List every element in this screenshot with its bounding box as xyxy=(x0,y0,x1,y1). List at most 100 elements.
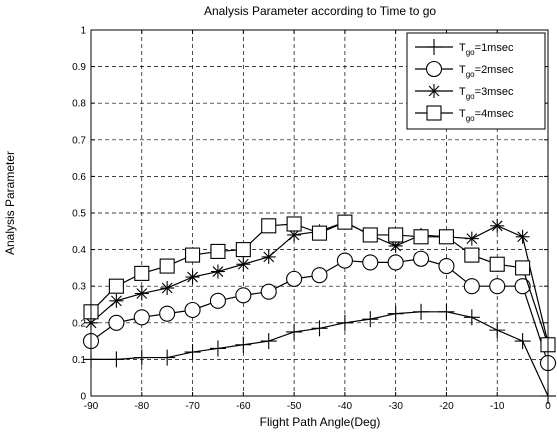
data-point xyxy=(261,249,276,264)
data-point xyxy=(311,225,328,241)
legend-item: Tgo=1msec xyxy=(415,39,514,57)
data-point xyxy=(489,322,506,339)
x-tick-label: -80 xyxy=(135,401,150,412)
data-point xyxy=(489,278,506,295)
x-tick-label: -90 xyxy=(84,401,99,412)
legend-label: Tgo=4msec xyxy=(459,108,514,123)
legend-item: Tgo=2msec xyxy=(415,60,514,79)
data-point xyxy=(235,242,251,258)
data-point xyxy=(413,229,429,245)
x-tick-label: -50 xyxy=(287,401,302,412)
data-point xyxy=(185,270,200,285)
data-point xyxy=(260,333,277,350)
data-point xyxy=(134,265,150,281)
data-point xyxy=(413,250,430,267)
legend-item: Tgo=4msec xyxy=(415,105,514,123)
data-point xyxy=(236,257,251,272)
y-axis-label: Analysis Parameter xyxy=(3,151,17,255)
data-point xyxy=(184,344,201,361)
legend: Tgo=1msec Tgo=2msec Tgo=3msec Tgo=4msec xyxy=(406,32,546,130)
data-point xyxy=(337,214,353,230)
plot-frame xyxy=(90,29,549,397)
series-1 xyxy=(83,303,556,404)
data-point xyxy=(133,349,150,366)
data-point xyxy=(489,256,505,272)
y-tick-label: 0.6 xyxy=(72,172,86,183)
data-point xyxy=(464,231,479,246)
data-point xyxy=(185,247,201,263)
y-tick-label: 0.1 xyxy=(72,355,86,366)
data-point xyxy=(463,278,480,295)
chart-title: Analysis Parameter according to Time to … xyxy=(204,4,436,18)
data-point xyxy=(464,247,480,263)
data-point xyxy=(438,229,454,245)
data-point xyxy=(362,311,379,328)
data-point xyxy=(235,287,252,304)
data-point xyxy=(387,254,404,271)
x-tick-label: -40 xyxy=(338,401,353,412)
data-point xyxy=(286,323,303,340)
legend-label: Tgo=3msec xyxy=(459,86,514,101)
data-point xyxy=(108,351,125,368)
series-4 xyxy=(83,214,556,353)
y-tick-label: 0.3 xyxy=(72,282,86,293)
series-layer xyxy=(82,214,557,404)
legend-marker xyxy=(426,39,442,55)
data-point xyxy=(438,258,455,275)
data-point xyxy=(184,301,201,319)
x-tick-label: -70 xyxy=(185,401,200,412)
legend-marker xyxy=(427,84,441,98)
x-tick-label: 0 xyxy=(545,401,551,412)
data-point xyxy=(109,293,124,308)
data-point xyxy=(210,243,226,259)
data-point xyxy=(515,229,530,244)
data-point xyxy=(514,278,531,295)
data-point xyxy=(514,333,531,350)
data-point xyxy=(336,314,353,331)
x-tick-label: -20 xyxy=(439,401,454,412)
data-point xyxy=(388,238,403,253)
legend-marker xyxy=(426,105,442,121)
x-axis-label: Flight Path Angle(Deg) xyxy=(260,415,381,429)
data-point xyxy=(387,305,404,322)
data-point xyxy=(159,349,176,366)
y-tick-label: 0.5 xyxy=(72,209,86,220)
data-point xyxy=(388,227,404,243)
data-point xyxy=(235,336,252,353)
x-tick-label: -30 xyxy=(388,401,403,412)
legend-marker xyxy=(425,60,443,78)
y-tick-label: 0.7 xyxy=(72,135,86,146)
data-point xyxy=(261,218,277,234)
legend-label: Tgo=1msec xyxy=(459,42,514,57)
data-point xyxy=(209,292,226,309)
data-point xyxy=(413,303,430,320)
y-tick-label: 0.2 xyxy=(72,318,86,329)
data-point xyxy=(108,278,124,294)
legend-item: Tgo=3msec xyxy=(415,84,514,101)
data-point xyxy=(362,227,378,243)
data-point xyxy=(210,264,225,279)
data-point xyxy=(515,260,531,276)
data-point xyxy=(160,281,175,296)
data-point xyxy=(159,305,176,322)
series-2 xyxy=(82,250,557,372)
x-tick-label: -60 xyxy=(236,401,251,412)
y-tick-label: 0.4 xyxy=(72,245,86,256)
legend-label: Tgo=2msec xyxy=(459,64,514,79)
data-point xyxy=(134,286,149,301)
data-point xyxy=(311,320,328,337)
data-point xyxy=(159,258,175,274)
data-point xyxy=(336,252,353,269)
data-point xyxy=(438,303,455,320)
data-point xyxy=(311,267,328,284)
data-point xyxy=(490,218,505,233)
data-point xyxy=(463,309,480,326)
data-point xyxy=(108,314,125,331)
data-point xyxy=(286,216,302,232)
data-point xyxy=(209,340,226,357)
y-tick-label: 0 xyxy=(80,392,86,403)
y-tick-label: 0.9 xyxy=(72,62,86,73)
x-tick-label: -10 xyxy=(490,401,505,412)
